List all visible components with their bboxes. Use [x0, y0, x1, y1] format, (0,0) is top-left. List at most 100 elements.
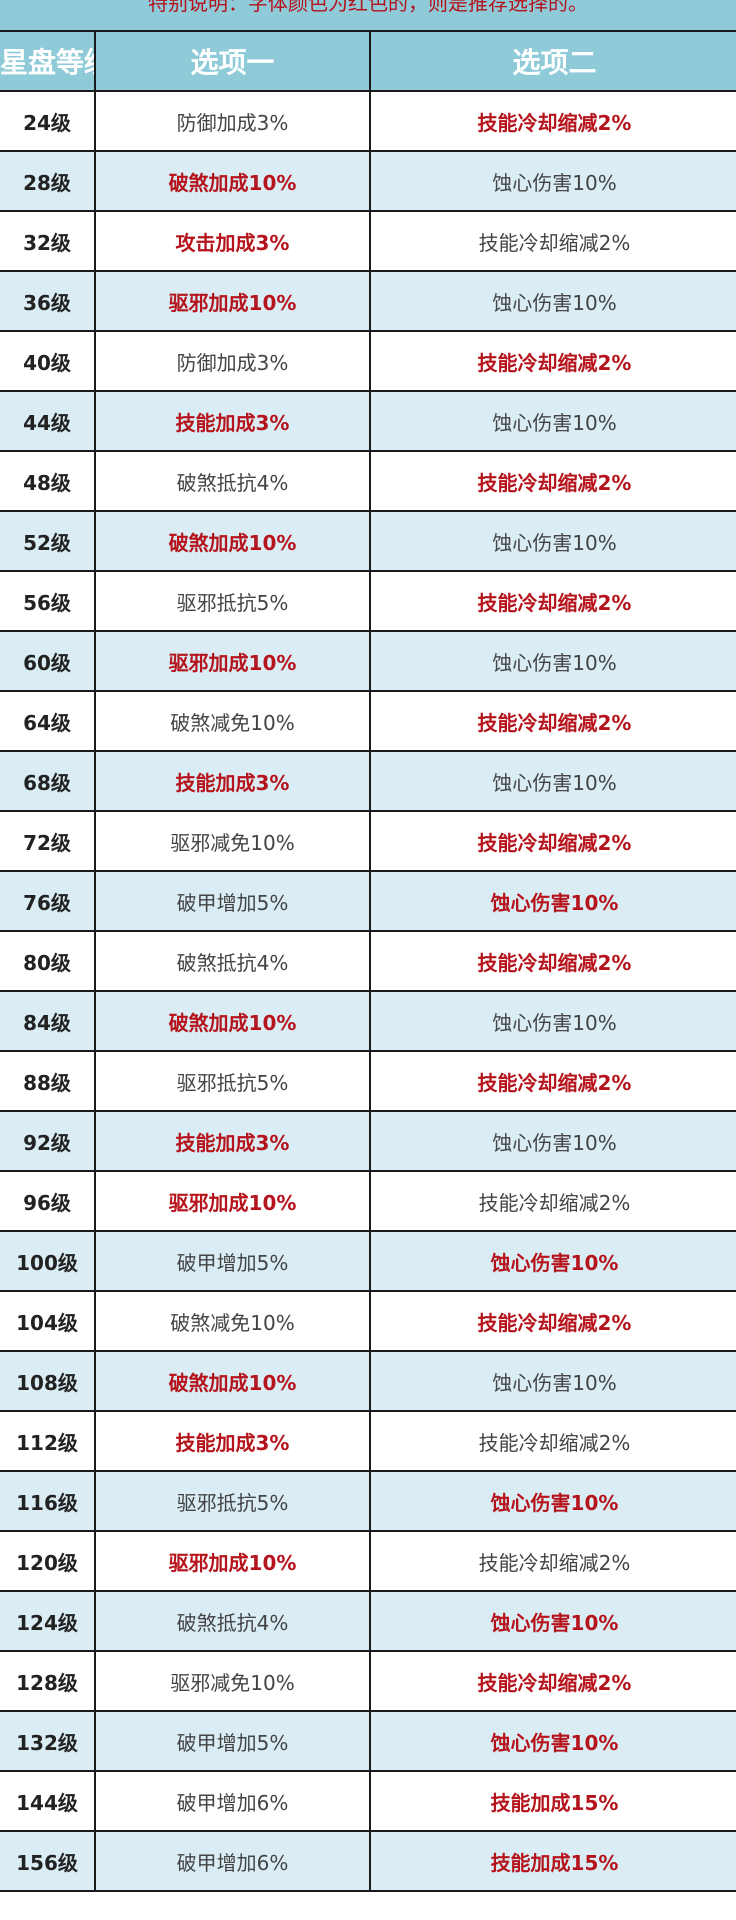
level-cell: 48级	[0, 450, 96, 512]
option-two-cell: 技能冷却缩减2%	[369, 330, 736, 392]
table-row: 76级 破甲增加5% 蚀心伤害10%	[0, 870, 736, 932]
option-one-cell: 破甲增加6%	[94, 1770, 371, 1832]
option-one-cell: 技能加成3%	[94, 750, 371, 812]
level-cell: 64级	[0, 690, 96, 752]
table-row: 124级 破煞抵抗4% 蚀心伤害10%	[0, 1590, 736, 1652]
option-two-cell: 技能冷却缩减2%	[369, 210, 736, 272]
table-row: 40级 防御加成3% 技能冷却缩减2%	[0, 330, 736, 392]
header-option-two: 选项二	[369, 30, 736, 92]
level-cell: 28级	[0, 150, 96, 212]
option-two-cell: 蚀心伤害10%	[369, 270, 736, 332]
option-one-cell: 破甲增加5%	[94, 870, 371, 932]
level-cell: 124级	[0, 1590, 96, 1652]
option-two-cell: 蚀心伤害10%	[369, 870, 736, 932]
option-one-cell: 破煞减免10%	[94, 690, 371, 752]
option-one-cell: 驱邪减免10%	[94, 810, 371, 872]
option-two-cell: 技能冷却缩减2%	[369, 1050, 736, 1112]
option-one-cell: 防御加成3%	[94, 90, 371, 152]
level-cell: 100级	[0, 1230, 96, 1292]
option-two-cell: 技能冷却缩减2%	[369, 90, 736, 152]
option-one-cell: 驱邪加成10%	[94, 270, 371, 332]
level-cell: 80级	[0, 930, 96, 992]
recommendation-note-text: 特别说明：字体颜色为红色的，则是推荐选择的。	[148, 0, 588, 15]
header-option-one: 选项一	[94, 30, 371, 92]
option-one-cell: 破甲增加5%	[94, 1230, 371, 1292]
table-row: 156级 破甲增加6% 技能加成15%	[0, 1830, 736, 1892]
table-row: 28级 破煞加成10% 蚀心伤害10%	[0, 150, 736, 212]
option-two-cell: 蚀心伤害10%	[369, 1470, 736, 1532]
table-row: 64级 破煞减免10% 技能冷却缩减2%	[0, 690, 736, 752]
option-one-cell: 技能加成3%	[94, 390, 371, 452]
option-two-cell: 技能加成15%	[369, 1770, 736, 1832]
level-cell: 52级	[0, 510, 96, 572]
option-two-cell: 蚀心伤害10%	[369, 510, 736, 572]
option-two-cell: 蚀心伤害10%	[369, 990, 736, 1052]
level-cell: 116级	[0, 1470, 96, 1532]
option-two-cell: 技能冷却缩减2%	[369, 690, 736, 752]
level-cell: 156级	[0, 1830, 96, 1892]
level-cell: 56级	[0, 570, 96, 632]
option-one-cell: 破煞加成10%	[94, 510, 371, 572]
level-cell: 76级	[0, 870, 96, 932]
option-two-cell: 技能冷却缩减2%	[369, 570, 736, 632]
option-two-cell: 技能冷却缩减2%	[369, 810, 736, 872]
option-two-cell: 技能冷却缩减2%	[369, 930, 736, 992]
level-cell: 128级	[0, 1650, 96, 1712]
level-cell: 108级	[0, 1350, 96, 1412]
option-one-cell: 防御加成3%	[94, 330, 371, 392]
level-cell: 68级	[0, 750, 96, 812]
option-one-cell: 破煞减免10%	[94, 1290, 371, 1352]
level-cell: 40级	[0, 330, 96, 392]
table-row: 128级 驱邪减免10% 技能冷却缩减2%	[0, 1650, 736, 1712]
table-row: 132级 破甲增加5% 蚀心伤害10%	[0, 1710, 736, 1772]
table-row: 84级 破煞加成10% 蚀心伤害10%	[0, 990, 736, 1052]
option-two-cell: 技能冷却缩减2%	[369, 1170, 736, 1232]
table-row: 108级 破煞加成10% 蚀心伤害10%	[0, 1350, 736, 1412]
table-row: 68级 技能加成3% 蚀心伤害10%	[0, 750, 736, 812]
option-one-cell: 破煞抵抗4%	[94, 930, 371, 992]
option-one-cell: 驱邪减免10%	[94, 1650, 371, 1712]
star-chart-options-table: 星盘等级 选项一 选项二 24级防御加成3%技能冷却缩减2%28级破煞加成10%…	[0, 30, 736, 1892]
table-row: 116级 驱邪抵抗5% 蚀心伤害10%	[0, 1470, 736, 1532]
option-one-cell: 技能加成3%	[94, 1110, 371, 1172]
option-one-cell: 驱邪抵抗5%	[94, 1050, 371, 1112]
option-two-cell: 蚀心伤害10%	[369, 1590, 736, 1652]
option-one-cell: 破煞加成10%	[94, 990, 371, 1052]
level-cell: 84级	[0, 990, 96, 1052]
table-row: 80级 破煞抵抗4% 技能冷却缩减2%	[0, 930, 736, 992]
option-two-cell: 蚀心伤害10%	[369, 150, 736, 212]
option-one-cell: 破煞加成10%	[94, 1350, 371, 1412]
option-one-cell: 驱邪抵抗5%	[94, 570, 371, 632]
table-row: 48级 破煞抵抗4% 技能冷却缩减2%	[0, 450, 736, 512]
table-header-row: 星盘等级 选项一 选项二	[0, 30, 736, 92]
table-row: 96级 驱邪加成10% 技能冷却缩减2%	[0, 1170, 736, 1232]
level-cell: 96级	[0, 1170, 96, 1232]
level-cell: 32级	[0, 210, 96, 272]
option-two-cell: 蚀心伤害10%	[369, 1230, 736, 1292]
option-two-cell: 蚀心伤害10%	[369, 390, 736, 452]
table-row: 104级 破煞减免10% 技能冷却缩减2%	[0, 1290, 736, 1352]
option-one-cell: 驱邪加成10%	[94, 1170, 371, 1232]
level-cell: 72级	[0, 810, 96, 872]
option-two-cell: 蚀心伤害10%	[369, 1710, 736, 1772]
option-one-cell: 破甲增加6%	[94, 1830, 371, 1892]
level-cell: 112级	[0, 1410, 96, 1472]
level-cell: 44级	[0, 390, 96, 452]
table-row: 44级 技能加成3% 蚀心伤害10%	[0, 390, 736, 452]
option-one-cell: 破甲增加5%	[94, 1710, 371, 1772]
option-one-cell: 破煞加成10%	[94, 150, 371, 212]
level-cell: 120级	[0, 1530, 96, 1592]
option-two-cell: 技能冷却缩减2%	[369, 450, 736, 512]
recommendation-note: 特别说明：字体颜色为红色的，则是推荐选择的。	[0, 0, 736, 30]
option-one-cell: 驱邪抵抗5%	[94, 1470, 371, 1532]
table-row: 56级 驱邪抵抗5% 技能冷却缩减2%	[0, 570, 736, 632]
table-row: 36级 驱邪加成10% 蚀心伤害10%	[0, 270, 736, 332]
option-two-cell: 蚀心伤害10%	[369, 1350, 736, 1412]
table-row: 144级 破甲增加6% 技能加成15%	[0, 1770, 736, 1832]
option-two-cell: 技能冷却缩减2%	[369, 1650, 736, 1712]
level-cell: 60级	[0, 630, 96, 692]
level-cell: 24级	[0, 90, 96, 152]
level-cell: 104级	[0, 1290, 96, 1352]
table-row: 100级 破甲增加5% 蚀心伤害10%	[0, 1230, 736, 1292]
option-one-cell: 驱邪加成10%	[94, 1530, 371, 1592]
